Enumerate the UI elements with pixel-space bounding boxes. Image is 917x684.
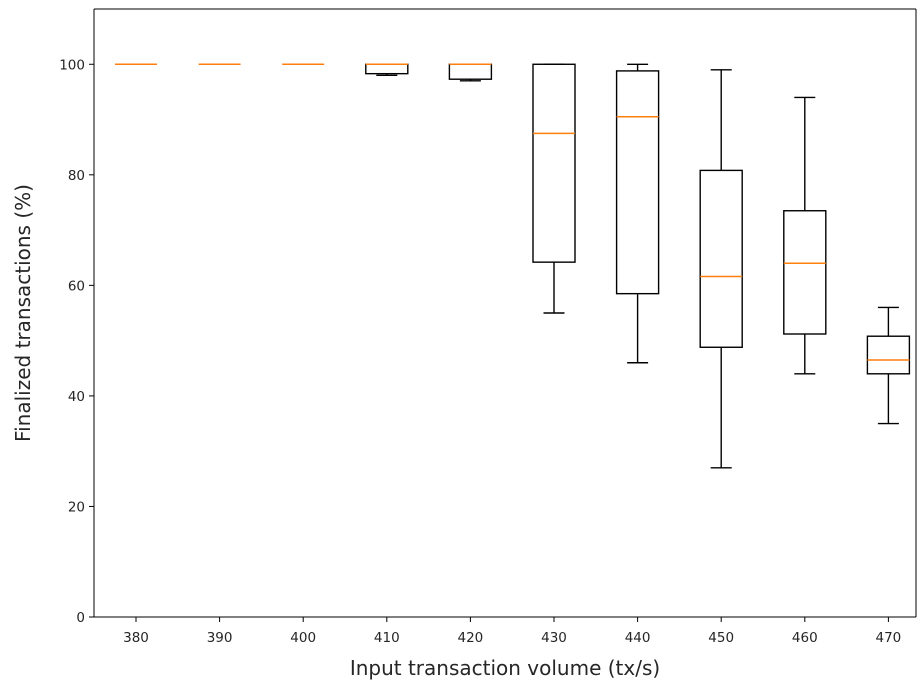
box-450 bbox=[699, 69, 743, 469]
x-tick-label: 470 bbox=[876, 630, 902, 646]
y-axis-label: Finalized transactions (%) bbox=[11, 184, 35, 442]
y-tick-label: 0 bbox=[76, 610, 85, 626]
y-tick-label: 20 bbox=[68, 499, 85, 515]
box-body bbox=[866, 335, 911, 375]
x-axis-label: Input transaction volume (tx/s) bbox=[350, 656, 660, 680]
box-body bbox=[615, 70, 660, 295]
y-tick-label: 60 bbox=[68, 278, 85, 294]
box-410 bbox=[365, 63, 409, 77]
x-tick-label: 440 bbox=[625, 630, 651, 646]
y-tick-label: 40 bbox=[68, 389, 85, 405]
x-tick-label: 430 bbox=[541, 630, 567, 646]
box-460 bbox=[783, 96, 827, 375]
box-body bbox=[365, 63, 409, 75]
x-tick-label: 400 bbox=[290, 630, 316, 646]
x-tick-label: 380 bbox=[123, 630, 149, 646]
y-tick-label: 80 bbox=[68, 168, 85, 184]
box-430 bbox=[532, 63, 576, 314]
box-series bbox=[115, 63, 911, 469]
box-body bbox=[783, 210, 827, 335]
x-tick-label: 420 bbox=[458, 630, 484, 646]
box-440 bbox=[615, 63, 660, 364]
axes bbox=[89, 8, 917, 622]
box-470 bbox=[866, 306, 911, 425]
box-body bbox=[532, 63, 576, 263]
x-tick-label: 410 bbox=[374, 630, 400, 646]
x-tick-label: 450 bbox=[708, 630, 734, 646]
x-tick-label: 390 bbox=[207, 630, 233, 646]
box-body bbox=[448, 63, 493, 80]
y-tick-label: 100 bbox=[59, 57, 85, 73]
x-tick-label: 460 bbox=[792, 630, 818, 646]
tick-labels: 0 20 40 60 80 100 380 390 400 410 420 430 440 450 460 4… bbox=[59, 57, 901, 646]
box-420 bbox=[448, 63, 493, 82]
box-body bbox=[699, 169, 743, 348]
